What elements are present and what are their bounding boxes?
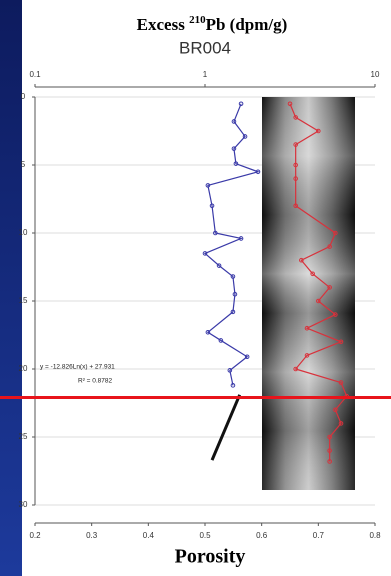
series-line bbox=[212, 395, 240, 460]
x-tick-label: 0.8 bbox=[369, 531, 381, 540]
y-tick-label: 15 bbox=[19, 296, 28, 305]
annotation: y = -12.826Ln(x) + 27.931 bbox=[40, 364, 115, 371]
x-tick-label: 0.4 bbox=[143, 531, 155, 540]
x-tick-label: 0.6 bbox=[256, 531, 268, 540]
x2-tick-label: 10 bbox=[371, 70, 380, 79]
side-strip bbox=[0, 0, 22, 576]
chart-subtitle: BR004 bbox=[179, 38, 231, 57]
x-tick-label: 0.2 bbox=[29, 531, 41, 540]
x-tick-label: 0.7 bbox=[313, 531, 325, 540]
y-tick-label: 20 bbox=[19, 364, 28, 373]
y-tick-label: 25 bbox=[19, 432, 28, 441]
y-tick-label: 10 bbox=[19, 228, 28, 237]
y-tick-label: 5 bbox=[21, 160, 26, 169]
chart: Excess 210Pb (dpm/g) BR004 Porosity 0510… bbox=[0, 0, 391, 576]
y-tick-label: 30 bbox=[19, 500, 28, 509]
series-line bbox=[205, 104, 258, 386]
core-image bbox=[262, 97, 355, 490]
y-tick-label: 0 bbox=[21, 92, 26, 101]
x2-tick-label: 1 bbox=[203, 70, 208, 79]
x2-tick-label: 0.1 bbox=[29, 70, 41, 79]
annotation: R² = 0.8782 bbox=[78, 378, 113, 385]
x-tick-label: 0.3 bbox=[86, 531, 98, 540]
chart-title: Excess 210Pb (dpm/g) bbox=[137, 14, 288, 34]
x-axis-label: Porosity bbox=[175, 546, 246, 568]
x-tick-label: 0.5 bbox=[199, 531, 211, 540]
